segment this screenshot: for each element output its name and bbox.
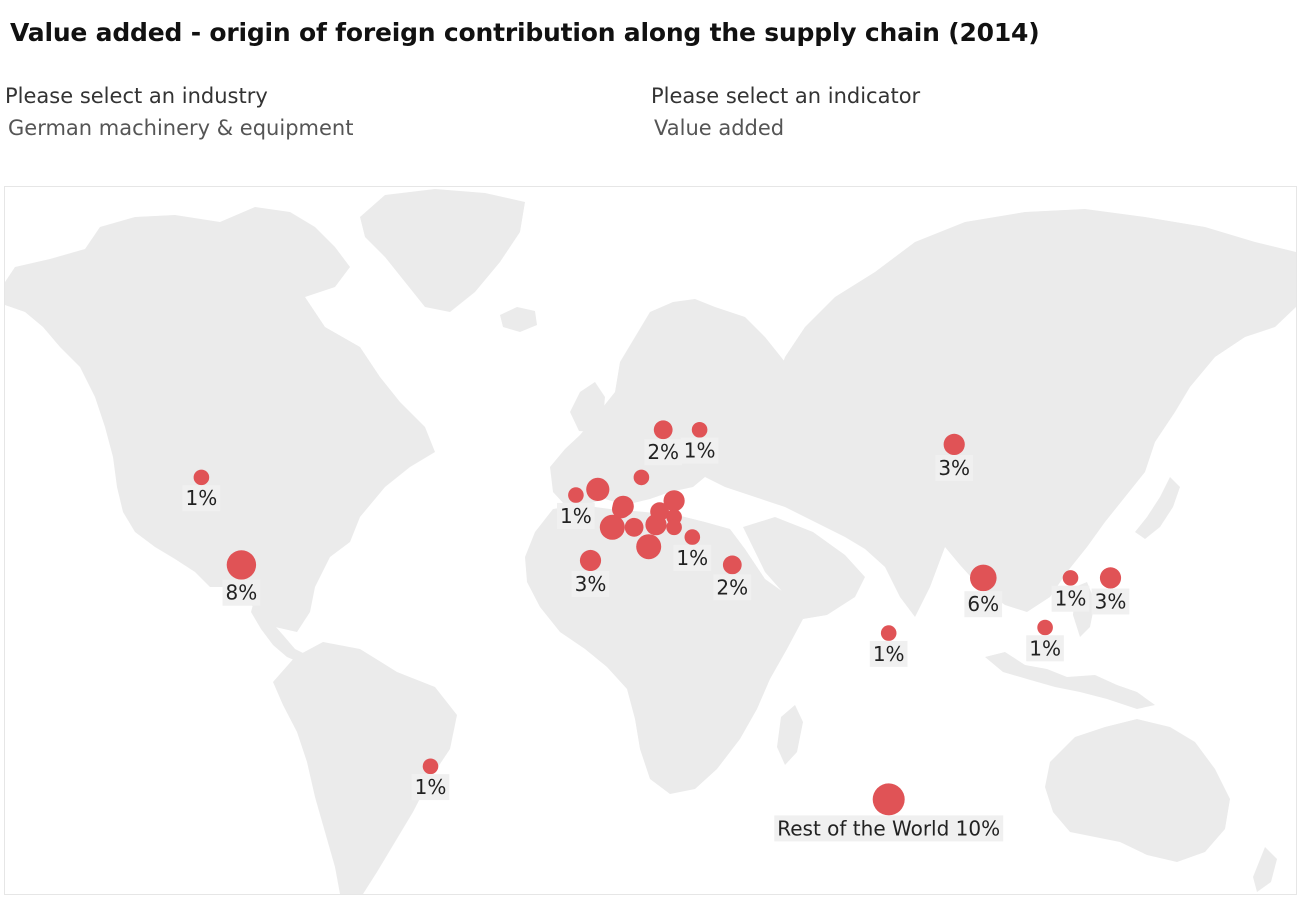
- bubble-label-text-23: 1%: [873, 642, 905, 666]
- bubble-3[interactable]: [579, 549, 602, 572]
- landmass-arabia: [743, 517, 865, 619]
- bubble-label-1: 1%: [182, 485, 221, 512]
- bubble-label-bg-23: [869, 640, 908, 667]
- bubble-26[interactable]: [1099, 567, 1122, 589]
- bubble-label-23: 1%: [869, 640, 908, 667]
- landmass-north-america: [5, 207, 435, 632]
- bubble-label-text-27: 1%: [1029, 636, 1061, 660]
- bubble-label-bg-22: [935, 455, 973, 481]
- world-map[interactable]: 8% 1% 1% 3% 1% 2% 1% 1% 2% 3% 1% 6% 1% 3% 1% Rest of th…: [4, 186, 1297, 895]
- bubble-0[interactable]: [226, 550, 257, 580]
- bubble-15[interactable]: [666, 519, 682, 536]
- bubble-label-text-0: 8%: [226, 581, 258, 605]
- bubble-1[interactable]: [193, 469, 210, 486]
- landmass-asia: [705, 209, 1296, 617]
- landmass-iceland: [500, 307, 537, 332]
- bubble-label-bg-25: [1051, 585, 1090, 612]
- bubble-19[interactable]: [691, 422, 708, 438]
- bubble-label-text-28: Rest of the World 10%: [777, 816, 1000, 840]
- landmass-greenland: [360, 189, 525, 312]
- bubble-label-bg-20: [673, 544, 712, 571]
- bubble-label-21: 2%: [713, 574, 752, 601]
- bubble-label-text-18: 2%: [647, 440, 679, 464]
- bubble-label-20: 1%: [673, 544, 712, 571]
- bubble-label-bg-18: [644, 439, 682, 466]
- bubble-label-24: 6%: [964, 591, 1003, 618]
- bubble-label-text-26: 3%: [1095, 590, 1127, 614]
- bubble-18[interactable]: [653, 420, 673, 440]
- bubble-label-text-2: 1%: [415, 775, 447, 799]
- bubble-label-text-25: 1%: [1055, 587, 1087, 611]
- bubble-label-bg-24: [964, 591, 1003, 618]
- bubble-2[interactable]: [422, 758, 439, 775]
- bubble-label-text-24: 6%: [967, 592, 999, 616]
- industry-filter[interactable]: Please select an industry German machine…: [5, 84, 353, 140]
- bubble-label-2: 1%: [411, 774, 450, 801]
- map-canvas: 8%1%1%3%1%2% 1%1%2%3%1%6% 1% 3%1%Rest of th…: [5, 189, 1296, 894]
- bubble-label-bg-1: [182, 485, 221, 512]
- bubble-label-28: Rest of the World 10%: [774, 815, 1004, 842]
- bubble-label-bg-28: [774, 815, 1004, 842]
- bubble-label-bg-3: [571, 571, 610, 597]
- indicator-filter[interactable]: Please select an indicator Value added: [651, 84, 920, 140]
- bubble-label-3: 3%: [571, 571, 610, 597]
- page-title: Value added - origin of foreign contribu…: [10, 18, 1040, 47]
- bubble-label-18: 2%: [644, 439, 682, 466]
- bubble-label-27: 1%: [1026, 635, 1064, 662]
- bubble-label-4: 1%: [557, 502, 595, 529]
- bubble-label-26: 3%: [1091, 588, 1130, 615]
- bubble-20[interactable]: [684, 529, 701, 545]
- bubble-label-0: 8%: [222, 579, 261, 606]
- bubble-4[interactable]: [568, 487, 584, 503]
- bubble-label-bg-27: [1026, 635, 1064, 662]
- bubble-label-bg-2: [411, 774, 450, 801]
- bubble-label-text-22: 3%: [938, 456, 970, 480]
- bubble-label-19: 1%: [680, 437, 719, 464]
- bubble-label-bg-26: [1091, 588, 1130, 615]
- bubble-13[interactable]: [663, 490, 685, 512]
- bubble-12[interactable]: [650, 502, 669, 522]
- bubble-6[interactable]: [599, 514, 625, 540]
- industry-filter-label: Please select an industry: [5, 84, 268, 108]
- bubble-label-text-20: 1%: [676, 546, 708, 570]
- landmass-europe: [550, 299, 795, 505]
- landmass-japan: [1135, 477, 1180, 539]
- landmass-australia: [1045, 719, 1230, 862]
- bubble-label-text-21: 2%: [716, 575, 748, 599]
- landmass-indonesia: [985, 652, 1155, 709]
- landmass-new-zealand: [1253, 847, 1277, 892]
- indicator-filter-value[interactable]: Value added: [654, 116, 785, 140]
- landmass-british-isles: [570, 382, 605, 432]
- bubble-label-bg-19: [680, 437, 719, 464]
- bubble-label-text-3: 3%: [575, 572, 607, 596]
- bubble-label-bg-21: [713, 574, 752, 601]
- bubble-label-22: 3%: [935, 455, 973, 481]
- bubble-8[interactable]: [612, 499, 631, 519]
- bubble-label-bg-4: [557, 502, 595, 529]
- bubble-layer: [193, 420, 1122, 816]
- bubble-23[interactable]: [880, 625, 897, 641]
- bubble-5[interactable]: [586, 477, 610, 501]
- bubble-24[interactable]: [970, 564, 997, 592]
- bubble-label-text-4: 1%: [560, 504, 592, 528]
- landmass-south-america: [273, 642, 457, 894]
- bubble-label-25: 1%: [1051, 585, 1090, 612]
- industry-filter-value[interactable]: German machinery & equipment: [8, 116, 354, 140]
- indicator-filter-label: Please select an indicator: [651, 84, 921, 108]
- bubble-label-text-19: 1%: [684, 439, 716, 463]
- bubble-label-text-1: 1%: [186, 486, 218, 510]
- bubble-25[interactable]: [1062, 570, 1079, 586]
- bubble-28[interactable]: [872, 783, 905, 816]
- bubble-22[interactable]: [943, 433, 965, 455]
- bubble-27[interactable]: [1037, 619, 1053, 636]
- label-layer: 8%1%1%3%1%2% 1%1%2%3%1%6% 1% 3%1%Rest of th…: [182, 437, 1130, 842]
- bubble-21[interactable]: [722, 555, 742, 575]
- bubble-10[interactable]: [636, 534, 662, 560]
- bubble-label-bg-0: [222, 579, 261, 606]
- bubble-16[interactable]: [633, 469, 650, 486]
- landmass-madagascar: [777, 705, 803, 765]
- bubble-9[interactable]: [624, 517, 644, 537]
